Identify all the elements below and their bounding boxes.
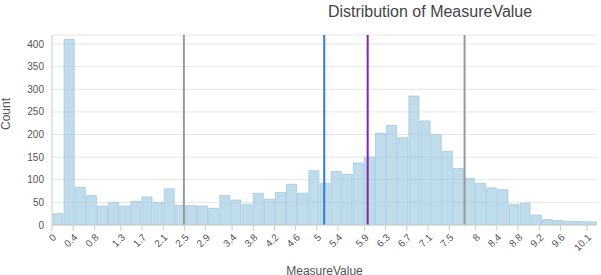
svg-text:5.4: 5.4	[327, 231, 345, 249]
svg-text:8.8: 8.8	[507, 231, 525, 249]
svg-text:1.7: 1.7	[131, 231, 149, 249]
svg-text:3.8: 3.8	[242, 231, 260, 249]
svg-text:8.4: 8.4	[486, 231, 504, 249]
svg-text:400: 400	[27, 39, 44, 50]
svg-text:2.9: 2.9	[194, 231, 212, 249]
html-text:Distribution of MeasureValue: Distribution of MeasureValue	[327, 3, 533, 20]
svg-text:Count: Count	[8, 97, 13, 130]
svg-text:50: 50	[33, 197, 45, 208]
svg-text:0: 0	[38, 220, 44, 231]
svg-text:6.7: 6.7	[396, 231, 414, 249]
svg-text:2.5: 2.5	[173, 231, 191, 249]
svg-text:9.2: 9.2	[528, 231, 546, 249]
svg-text:1.3: 1.3	[110, 231, 128, 249]
svg-text:250: 250	[27, 106, 44, 117]
svg-text:0: 0	[47, 231, 59, 243]
svg-text:6.3: 6.3	[374, 231, 392, 249]
svg-text:5: 5	[312, 231, 324, 243]
svg-text:2.1: 2.1	[152, 231, 170, 249]
svg-text:8: 8	[470, 231, 482, 243]
svg-text:7.1: 7.1	[417, 231, 435, 249]
svg-text:4.6: 4.6	[284, 231, 302, 249]
svg-text:10.1: 10.1	[572, 231, 593, 253]
svg-text:MeasureValue: MeasureValue	[286, 264, 363, 275]
svg-text:3.4: 3.4	[221, 231, 239, 249]
svg-text:200: 200	[27, 129, 44, 140]
svg-text:300: 300	[27, 84, 44, 95]
svg-text:7.5: 7.5	[438, 231, 456, 249]
svg-text:350: 350	[27, 61, 44, 72]
svg-text:0.4: 0.4	[62, 231, 80, 249]
svg-text:5.9: 5.9	[353, 231, 371, 249]
svg-text:9.6: 9.6	[549, 231, 567, 249]
svg-text:0.8: 0.8	[83, 231, 101, 249]
svg-text:100: 100	[27, 174, 44, 185]
svg-text:4.2: 4.2	[263, 231, 281, 249]
svg-text:150: 150	[27, 152, 44, 163]
